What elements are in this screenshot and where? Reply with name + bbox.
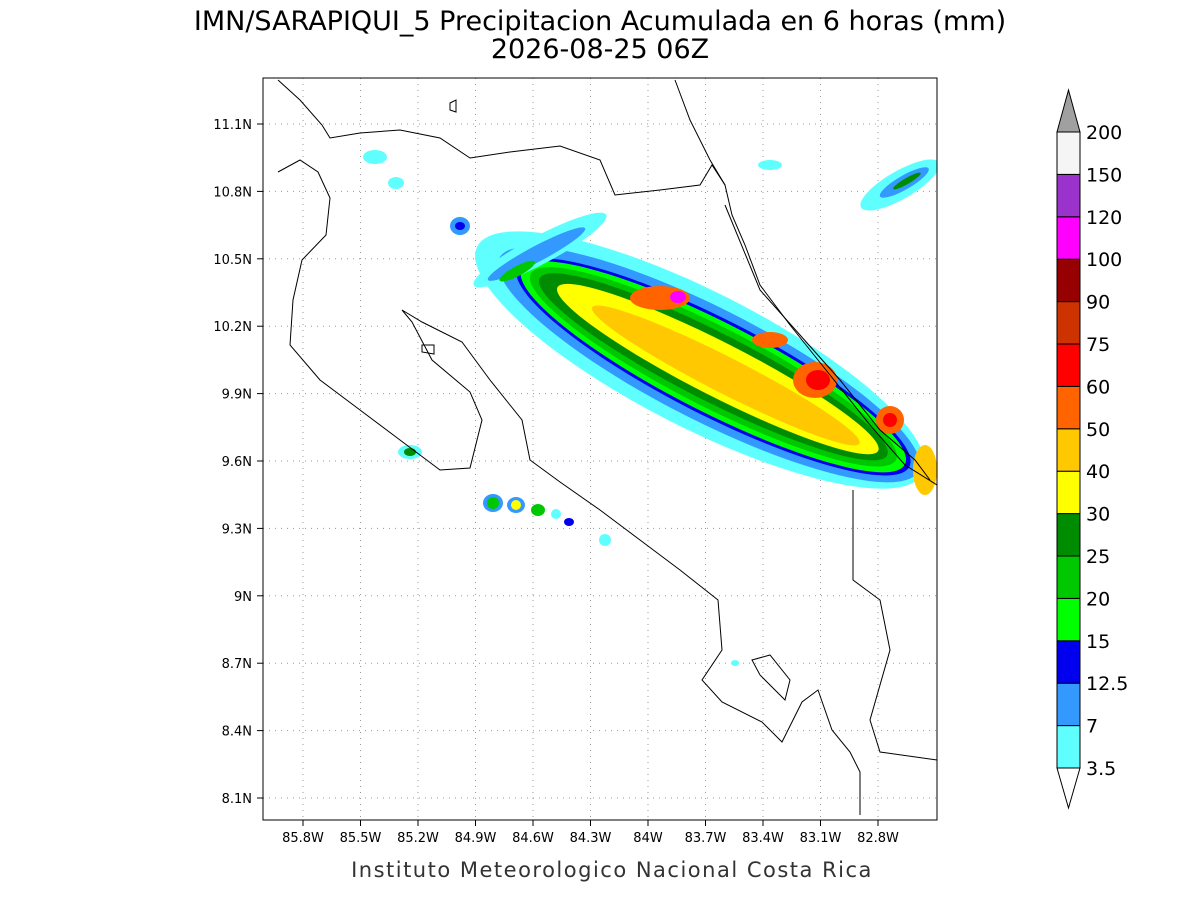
colorbar-label: 12.5 xyxy=(1086,673,1128,695)
credit: Instituto Meteorologico Nacional Costa R… xyxy=(351,858,873,882)
colorbar-box xyxy=(1056,470,1081,515)
colorbar-label: 90 xyxy=(1086,292,1110,314)
lat-tick-label: 10.8N xyxy=(213,185,252,200)
colorbar-box xyxy=(1056,640,1081,684)
colorbar-label: 20 xyxy=(1086,588,1110,610)
colorbar-label: 3.5 xyxy=(1086,758,1116,780)
colorbar-box xyxy=(1056,682,1081,727)
axes: 85.8W 85.5W 85.2W 84.9W 84.6W 84.3W 84W 83.7W 83… xyxy=(213,118,899,846)
colorbar-box xyxy=(1056,428,1081,472)
lon-tick-label: 84.3W xyxy=(570,831,612,846)
colorbar: 3.5 7 12.5 15 20 25 30 40 50 60 75 90 100 120 150 200 xyxy=(1056,88,1128,810)
precipitation-field xyxy=(363,150,937,666)
colorbar-box xyxy=(1056,513,1081,557)
colorbar-label: 200 xyxy=(1086,122,1122,144)
colorbar-label: 100 xyxy=(1086,249,1122,271)
colorbar-label: 15 xyxy=(1086,631,1110,653)
lat-tick-label: 9.9N xyxy=(222,388,252,403)
lon-tick-label: 83.4W xyxy=(742,831,784,846)
colorbar-label: 120 xyxy=(1086,207,1122,229)
lon-tick-label: 85.5W xyxy=(340,831,382,846)
colorbar-label: 30 xyxy=(1086,504,1110,526)
colorbar-box xyxy=(1056,597,1081,642)
colorbar-box xyxy=(1056,301,1081,345)
colorbar-under xyxy=(1056,767,1081,810)
coastlines xyxy=(277,79,937,815)
colorbar-over xyxy=(1056,88,1081,133)
lon-tick-label: 85.2W xyxy=(397,831,439,846)
lon-tick-label: 82.8W xyxy=(857,831,899,846)
colorbar-label: 7 xyxy=(1086,716,1098,738)
lat-tick-label: 9.6N xyxy=(222,455,252,470)
map-title: IMN/SARAPIQUI_5 Precipitacion Acumulada … xyxy=(194,6,1006,37)
colorbar-box xyxy=(1056,216,1081,260)
lat-tick-label: 10.5N xyxy=(213,253,252,268)
lat-tick-label: 9.3N xyxy=(222,522,252,537)
colorbar-box xyxy=(1056,173,1081,218)
colorbar-label: 150 xyxy=(1086,164,1122,186)
lon-tick-label: 84.9W xyxy=(455,831,497,846)
map-frame xyxy=(262,77,938,821)
colorbar-label: 60 xyxy=(1086,376,1110,398)
map-subtitle: 2026-08-25 06Z xyxy=(491,34,709,65)
lat-tick-label: 10.2N xyxy=(213,320,252,335)
lat-tick-label: 8.1N xyxy=(222,792,252,807)
lon-tick-label: 83.7W xyxy=(685,831,727,846)
lon-tick-label: 83.1W xyxy=(800,831,842,846)
lat-tick-label: 8.4N xyxy=(222,725,252,740)
colorbar-box xyxy=(1056,258,1081,303)
colorbar-box xyxy=(1056,385,1081,430)
colorbar-box xyxy=(1056,131,1081,175)
lat-tick-label: 9N xyxy=(234,590,252,605)
colorbar-label: 75 xyxy=(1086,334,1110,356)
colorbar-label: 50 xyxy=(1086,419,1110,441)
colorbar-box xyxy=(1056,555,1081,599)
lon-tick-label: 84.6W xyxy=(512,831,554,846)
colorbar-box xyxy=(1056,725,1081,769)
lon-tick-label: 85.8W xyxy=(282,831,324,846)
lat-tick-label: 11.1N xyxy=(213,118,252,133)
colorbar-label: 40 xyxy=(1086,461,1110,483)
colorbar-box xyxy=(1056,343,1081,387)
colorbar-label: 25 xyxy=(1086,546,1110,568)
lat-tick-label: 8.7N xyxy=(222,657,252,672)
lon-tick-label: 84W xyxy=(633,831,663,846)
